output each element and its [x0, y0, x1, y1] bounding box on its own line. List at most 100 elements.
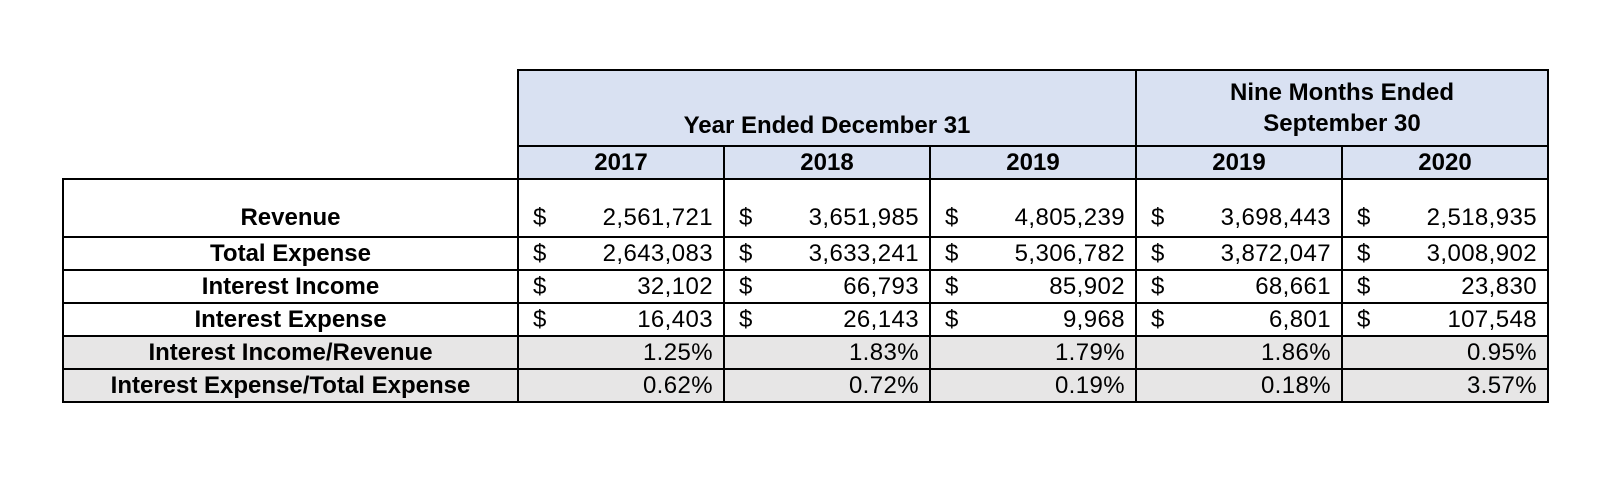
year-header-0-2018: 2018	[723, 145, 931, 180]
dollar-sign: $	[1357, 239, 1371, 267]
amount-value: 32,102	[637, 272, 713, 300]
table-row: Interest Income $32,102 $66,793 $85,902 $68,…	[62, 269, 1549, 304]
dollar-sign: $	[739, 272, 753, 300]
currency-cell-inner: $4,805,239	[931, 204, 1135, 232]
amount-value: 26,143	[843, 305, 919, 333]
currency-cell-inner: $9,968	[931, 306, 1135, 334]
amount-value: 68,661	[1255, 272, 1331, 300]
currency-cell: $3,872,047	[1135, 236, 1343, 271]
currency-cell-inner: $6,801	[1137, 306, 1341, 334]
header-group-row: Year Ended December 31 Nine Months Ended…	[63, 69, 1549, 147]
percent-cell: 1.79%	[929, 335, 1137, 370]
currency-cell-inner: $68,661	[1137, 273, 1341, 301]
row-label: Interest Expense	[62, 302, 519, 337]
dollar-sign: $	[1357, 204, 1371, 231]
dollar-sign: $	[945, 305, 959, 333]
row-label: Revenue	[62, 178, 519, 238]
table-row: Interest Expense/Total Expense 0.62% 0.72%…	[62, 368, 1549, 403]
header-year-row: 2017 2018 2019 2019 2020	[63, 145, 1549, 180]
currency-cell: $9,968	[929, 302, 1137, 337]
currency-cell-inner: $2,561,721	[519, 204, 723, 232]
currency-cell: $3,698,443	[1135, 178, 1343, 238]
currency-cell-inner: $107,548	[1343, 306, 1547, 334]
col-group-nine-months-label: Nine Months Ended September 30	[1230, 78, 1454, 137]
amount-value: 3,698,443	[1220, 204, 1331, 231]
table-row: Interest Income/Revenue 1.25% 1.83% 1.79% 1.…	[62, 335, 1549, 370]
currency-cell: $23,830	[1341, 269, 1549, 304]
percent-cell: 3.57%	[1341, 368, 1549, 403]
amount-value: 5,306,782	[1014, 239, 1125, 267]
row-label: Interest Expense/Total Expense	[62, 368, 519, 403]
currency-cell: $2,561,721	[517, 178, 725, 238]
currency-cell: $3,651,985	[723, 178, 931, 238]
currency-cell: $32,102	[517, 269, 725, 304]
amount-value: 23,830	[1461, 272, 1537, 300]
currency-cell: $68,661	[1135, 269, 1343, 304]
year-header-1-2019: 2019	[1135, 145, 1343, 180]
dollar-sign: $	[945, 204, 959, 231]
currency-cell-inner: $16,403	[519, 306, 723, 334]
amount-value: 85,902	[1049, 272, 1125, 300]
percent-cell: 1.83%	[723, 335, 931, 370]
dollar-sign: $	[533, 272, 547, 300]
currency-cell: $3,008,902	[1341, 236, 1549, 271]
dollar-sign: $	[1151, 272, 1165, 300]
currency-cell: $16,403	[517, 302, 725, 337]
amount-value: 3,651,985	[808, 204, 919, 231]
currency-cell-inner: $26,143	[725, 306, 929, 334]
currency-cell: $5,306,782	[929, 236, 1137, 271]
dollar-sign: $	[1357, 305, 1371, 333]
row-label: Interest Income	[62, 269, 519, 304]
currency-cell-inner: $3,633,241	[725, 240, 929, 268]
percent-cell: 0.62%	[517, 368, 725, 403]
dollar-sign: $	[1357, 272, 1371, 300]
amount-value: 2,561,721	[602, 204, 713, 231]
currency-cell: $6,801	[1135, 302, 1343, 337]
currency-cell-inner: $32,102	[519, 273, 723, 301]
dollar-sign: $	[945, 239, 959, 267]
financial-comparison-table: Year Ended December 31 Nine Months Ended…	[62, 69, 1549, 403]
percent-cell: 0.72%	[723, 368, 931, 403]
header-blank-cell	[63, 70, 518, 146]
currency-cell-inner: $2,518,935	[1343, 204, 1547, 232]
dollar-sign: $	[533, 239, 547, 267]
percent-cell: 1.86%	[1135, 335, 1343, 370]
amount-value: 3,633,241	[808, 239, 919, 267]
currency-cell-inner: $2,643,083	[519, 240, 723, 268]
currency-cell-inner: $3,698,443	[1137, 204, 1341, 232]
currency-cell-inner: $85,902	[931, 273, 1135, 301]
table-row: Revenue $2,561,721 $3,651,985 $4,805,239 $3,…	[62, 178, 1549, 238]
year-header-1-2020: 2020	[1341, 145, 1549, 180]
dollar-sign: $	[739, 239, 753, 267]
currency-cell-inner: $5,306,782	[931, 240, 1135, 268]
percent-cell: 0.19%	[929, 368, 1137, 403]
currency-cell-inner: $3,651,985	[725, 204, 929, 232]
dollar-sign: $	[945, 272, 959, 300]
amount-value: 6,801	[1268, 305, 1331, 333]
dollar-sign: $	[739, 305, 753, 333]
amount-value: 3,008,902	[1426, 239, 1537, 267]
currency-cell: $4,805,239	[929, 178, 1137, 238]
amount-value: 16,403	[637, 305, 713, 333]
currency-cell: $3,633,241	[723, 236, 931, 271]
dollar-sign: $	[1151, 204, 1165, 231]
dollar-sign: $	[533, 305, 547, 333]
currency-cell: $107,548	[1341, 302, 1549, 337]
amount-value: 3,872,047	[1220, 239, 1331, 267]
currency-cell-inner: $23,830	[1343, 273, 1547, 301]
currency-cell-inner: $66,793	[725, 273, 929, 301]
currency-cell-inner: $3,872,047	[1137, 240, 1341, 268]
amount-value: 66,793	[843, 272, 919, 300]
year-header-0-2017: 2017	[517, 145, 725, 180]
amount-value: 2,643,083	[602, 239, 713, 267]
col-group-year-ended-dec31: Year Ended December 31	[517, 69, 1137, 147]
currency-cell: $2,518,935	[1341, 178, 1549, 238]
amount-value: 107,548	[1447, 305, 1537, 333]
percent-cell: 0.95%	[1341, 335, 1549, 370]
year-header-0-2019: 2019	[929, 145, 1137, 180]
currency-cell: $85,902	[929, 269, 1137, 304]
row-label: Interest Income/Revenue	[62, 335, 519, 370]
currency-cell-inner: $3,008,902	[1343, 240, 1547, 268]
dollar-sign: $	[533, 204, 547, 231]
